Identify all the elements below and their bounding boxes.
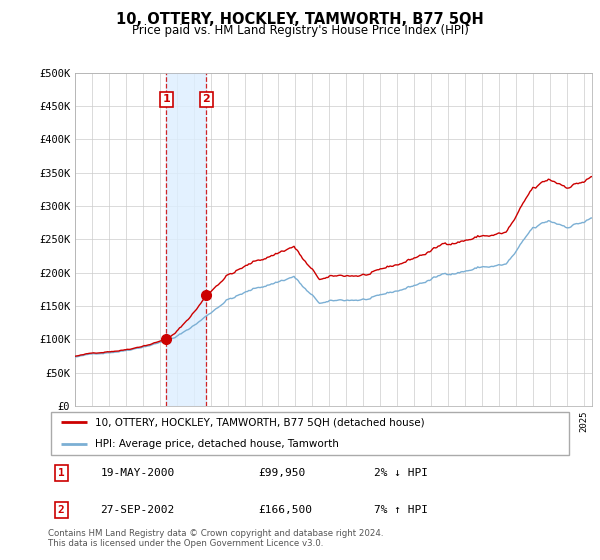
Text: HPI: Average price, detached house, Tamworth: HPI: Average price, detached house, Tamw… (95, 440, 339, 450)
Text: 27-SEP-2002: 27-SEP-2002 (101, 505, 175, 515)
Text: 2: 2 (202, 95, 210, 105)
Text: 10, OTTERY, HOCKLEY, TAMWORTH, B77 5QH (detached house): 10, OTTERY, HOCKLEY, TAMWORTH, B77 5QH (… (95, 417, 425, 427)
Text: Contains HM Land Registry data © Crown copyright and database right 2024.
This d: Contains HM Land Registry data © Crown c… (48, 529, 383, 548)
Text: 10, OTTERY, HOCKLEY, TAMWORTH, B77 5QH: 10, OTTERY, HOCKLEY, TAMWORTH, B77 5QH (116, 12, 484, 27)
Text: 1: 1 (58, 468, 65, 478)
Text: Price paid vs. HM Land Registry's House Price Index (HPI): Price paid vs. HM Land Registry's House … (131, 24, 469, 37)
Text: 2: 2 (58, 505, 65, 515)
Bar (166, 73, 206, 406)
Text: 1: 1 (163, 95, 170, 105)
Text: 2% ↓ HPI: 2% ↓ HPI (373, 468, 427, 478)
Text: 7% ↑ HPI: 7% ↑ HPI (373, 505, 427, 515)
Text: £99,950: £99,950 (258, 468, 305, 478)
Text: £166,500: £166,500 (258, 505, 312, 515)
FancyBboxPatch shape (50, 412, 569, 455)
Text: 19-MAY-2000: 19-MAY-2000 (101, 468, 175, 478)
